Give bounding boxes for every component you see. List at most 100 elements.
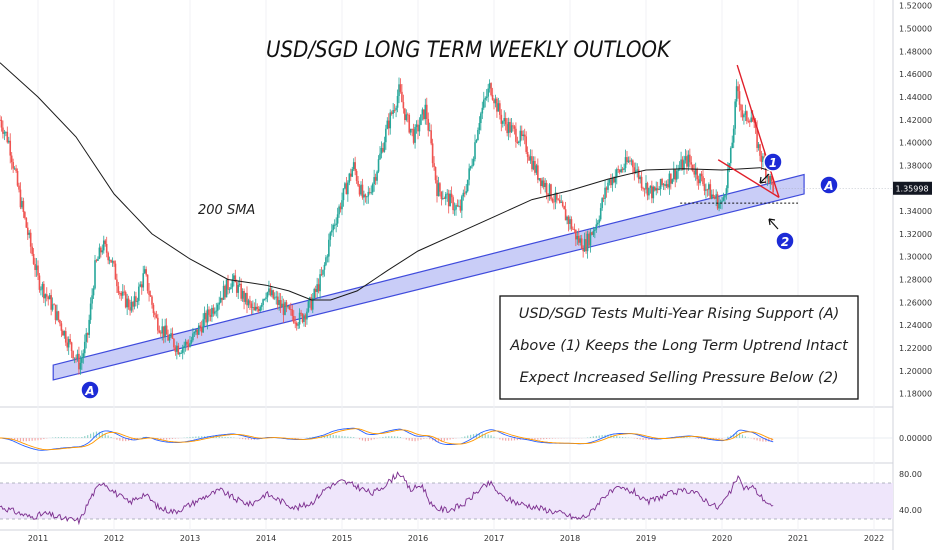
candle-body (433, 163, 435, 167)
candle-body (395, 108, 397, 110)
candle-body (69, 339, 71, 342)
candle-body (286, 302, 288, 307)
price-tick-label: 1.22000 (899, 344, 932, 353)
candle-body (327, 257, 329, 258)
point-1-label: 1 (769, 156, 777, 170)
macd-histogram-bar (374, 438, 375, 439)
macd-histogram-bar (64, 437, 65, 438)
candle-body (730, 148, 732, 163)
candle-body (759, 144, 761, 156)
macd-histogram-bar (195, 437, 196, 438)
candle-body (287, 306, 289, 307)
candle-body (239, 284, 241, 285)
candle-body (195, 329, 197, 332)
candle-body (319, 274, 321, 291)
macd-histogram-bar (350, 437, 351, 438)
candle-body (398, 84, 400, 96)
candle-body (324, 265, 326, 270)
candle-body (612, 178, 614, 185)
candle-body (359, 186, 361, 195)
candle-body (441, 192, 443, 199)
macd-histogram-bar (122, 438, 123, 441)
candle-body (499, 103, 501, 115)
candle-body (468, 168, 470, 179)
macd-histogram-bar (192, 437, 193, 438)
price-tick-label: 1.40000 (899, 139, 932, 148)
macd-histogram-bar (549, 438, 550, 439)
macd-histogram-bar (239, 438, 240, 439)
candle-body (75, 358, 77, 359)
candle-body (505, 118, 507, 124)
candle-body (672, 179, 674, 184)
candle-body (275, 297, 277, 298)
candle-body (1, 120, 3, 128)
candle-body (680, 159, 682, 167)
candle-body (350, 174, 352, 177)
last-price-label: 1.35998 (895, 184, 928, 193)
macd-histogram-bar (721, 438, 722, 439)
candle-body (731, 143, 733, 148)
candle-body (85, 333, 87, 342)
candle-body (300, 313, 302, 314)
candle-body (414, 127, 416, 143)
candle-body (669, 174, 671, 188)
candle-body (492, 95, 494, 100)
macd-histogram-bar (391, 436, 392, 438)
candle-body (349, 174, 351, 183)
candle-body (138, 287, 140, 301)
candle-body (58, 311, 60, 320)
candle-body (62, 331, 64, 336)
candle-body (521, 131, 523, 136)
candle-body (723, 197, 725, 200)
candle-body (427, 119, 429, 131)
macd-histogram-bar (754, 438, 755, 439)
macd-histogram-bar (248, 438, 249, 440)
candle-body (501, 115, 503, 124)
candle-body (581, 238, 583, 248)
candle-body (641, 177, 643, 188)
macd-histogram-bar (470, 435, 471, 438)
candle-body (199, 325, 201, 326)
candle-body (145, 269, 147, 274)
candle-body (597, 223, 599, 225)
candle-body (189, 343, 191, 347)
macd-histogram-bar (198, 436, 199, 438)
candle-body (742, 110, 744, 117)
candle-body (121, 293, 123, 296)
candle-body (159, 330, 161, 332)
candle-body (587, 234, 589, 251)
candle-body (708, 184, 710, 189)
candle-body (496, 99, 498, 112)
candle-body (148, 291, 150, 295)
candle-body (423, 109, 425, 119)
candle-body (356, 171, 358, 181)
price-tick-label: 1.52000 (899, 2, 932, 11)
candle-body (198, 325, 200, 334)
macd-histogram-bar (499, 438, 500, 439)
macd-histogram-bar (505, 438, 506, 441)
candle-body (600, 208, 602, 219)
macd-histogram-bar (116, 438, 117, 440)
candle-body (484, 98, 486, 100)
candle-body (246, 293, 248, 305)
macd-histogram-bar (368, 438, 369, 441)
candle-body (749, 121, 751, 122)
candle-body (451, 194, 453, 197)
candle-body (714, 197, 716, 199)
macd-histogram-bar (540, 438, 541, 439)
time-tick-label: 2015 (332, 534, 352, 543)
candle-body (12, 162, 14, 169)
candle-body (55, 305, 57, 320)
candle-body (769, 176, 771, 183)
candle-body (68, 339, 70, 347)
candle-body (482, 108, 484, 114)
candle-body (498, 103, 500, 111)
candle-body (688, 155, 690, 167)
candle-body (397, 96, 399, 108)
candle-body (248, 300, 250, 305)
candle-body (83, 353, 85, 358)
triangle-line (737, 65, 779, 197)
candle-body (20, 190, 22, 208)
candle-body (457, 205, 459, 206)
candle-body (454, 210, 456, 211)
